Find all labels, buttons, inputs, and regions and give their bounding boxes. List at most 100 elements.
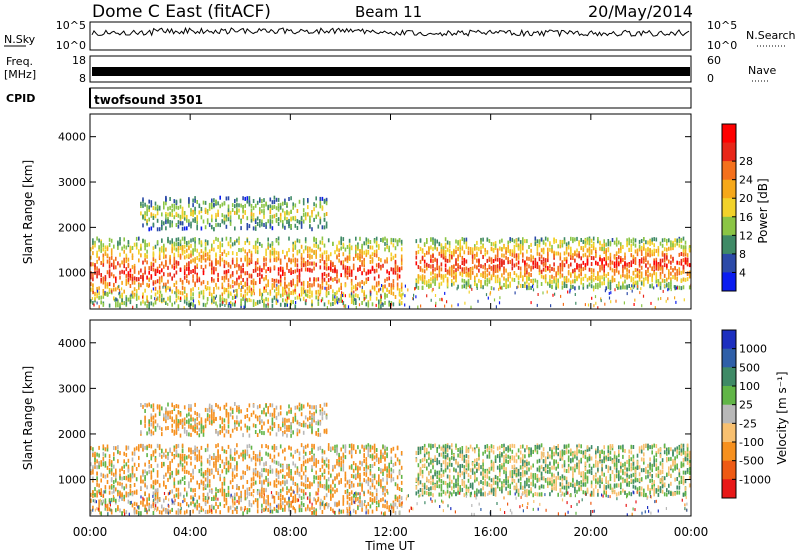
power-echo-cell [140, 283, 142, 288]
power-echo-cell [396, 276, 399, 281]
velocity-echo-cell [196, 448, 198, 453]
power-echo-cell [294, 223, 297, 228]
power-echo-cell [117, 285, 119, 290]
power-echo-cell [158, 251, 161, 256]
power-echo-cell [252, 299, 255, 304]
velocity-echo-cell [254, 472, 257, 477]
noise-sky-label: N.Sky [4, 33, 36, 46]
power-echo-cell [117, 303, 119, 308]
power-echo-cell [530, 248, 532, 253]
power-echo-cell [121, 298, 123, 303]
power-echo-cell [265, 297, 267, 302]
power-echo-cell [592, 273, 595, 277]
power-echo-cell [547, 247, 549, 252]
power-echo-cell [142, 299, 144, 304]
power-echo-cell [588, 241, 591, 246]
power-echo-cell [488, 279, 491, 284]
power-echo-cell [317, 301, 320, 306]
velocity-echo-cell [282, 495, 284, 499]
power-echo-cell [361, 288, 363, 293]
velocity-echo-cell [261, 444, 263, 449]
power-echo-cell [215, 282, 217, 287]
power-echo-cell [127, 257, 130, 262]
velocity-echo-cell [323, 468, 326, 473]
power-echo-cell [219, 223, 221, 228]
power-echo-cell [302, 212, 305, 217]
power-echo-cell [615, 256, 618, 261]
power-echo-cell [622, 258, 624, 262]
power-echo-cell [613, 271, 616, 276]
velocity-echo-cell [317, 488, 320, 492]
velocity-echo-cell [238, 500, 240, 505]
velocity-echo-cell [169, 490, 171, 495]
power-echo-cell [603, 243, 605, 248]
velocity-echo-cell [213, 461, 215, 466]
velocity-echo-cell [319, 445, 322, 450]
power-echo-cell [511, 261, 514, 266]
power-echo-cell [559, 256, 562, 261]
power-noise-cell [132, 305, 134, 309]
velocity-echo-cell [234, 492, 236, 497]
velocity-echo-cell [271, 445, 274, 450]
power-echo-cell [225, 224, 228, 229]
power-echo-cell [482, 264, 484, 269]
power-echo-cell [179, 199, 182, 204]
power-echo-cell [442, 249, 445, 254]
power-echo-cell [313, 217, 315, 222]
power-echo-cell [595, 247, 597, 252]
velocity-echo-cell [123, 486, 125, 491]
power-echo-cell [219, 249, 221, 253]
power-echo-cell [332, 277, 334, 282]
velocity-echo-cell [90, 446, 92, 451]
power-echo-cell [146, 303, 148, 308]
velocity-echo-cell [229, 505, 232, 510]
power-echo-cell [213, 270, 215, 275]
power-echo-cell [279, 274, 282, 279]
velocity-echo-cell [94, 458, 96, 462]
power-echo-cell [640, 257, 643, 262]
power-echo-cell [317, 244, 320, 249]
power-echo-cell [528, 286, 530, 291]
power-noise-cell [216, 286, 218, 290]
power-echo-cell [499, 277, 501, 282]
power-echo-cell [417, 274, 420, 279]
power-echo-cell [632, 254, 635, 259]
power-echo-cell [263, 203, 265, 208]
velocity-echo-cell [117, 449, 119, 454]
power-noise-cell [412, 297, 414, 300]
power-echo-cell [576, 265, 578, 270]
power-noise-cell [287, 296, 289, 300]
velocity-echo-cell [208, 488, 211, 493]
power-echo-cell [261, 203, 263, 208]
power-echo-cell [645, 276, 647, 281]
velocity-echo-cell [104, 489, 107, 494]
power-echo-cell [599, 264, 601, 269]
power-echo-cell [275, 294, 278, 299]
power-noise-cell [370, 291, 372, 294]
power-echo-cell [156, 266, 159, 271]
power-echo-cell [202, 268, 205, 273]
power-echo-cell [455, 268, 457, 273]
power-echo-cell [565, 242, 568, 247]
power-echo-cell [234, 281, 236, 286]
power-echo-cell [208, 222, 211, 227]
power-echo-cell [386, 259, 388, 264]
power-echo-cell [605, 273, 607, 278]
power-echo-cell [321, 254, 324, 259]
velocity-echo-cell [225, 461, 228, 466]
power-echo-cell [446, 247, 449, 252]
power-echo-cell [599, 275, 601, 280]
power-echo-cell [125, 295, 128, 300]
power-echo-cell [549, 268, 551, 273]
power-echo-cell [127, 273, 130, 278]
velocity-echo-cell [246, 480, 249, 484]
power-echo-cell [131, 280, 134, 285]
power-echo-cell [223, 259, 226, 264]
power-echo-cell [240, 220, 242, 224]
power-echo-cell [513, 239, 516, 244]
velocity-echo-cell [113, 456, 115, 461]
power-echo-cell [590, 249, 593, 254]
power-echo-cell [618, 270, 620, 275]
velocity-echo-cell [140, 475, 142, 480]
power-noise-cell [634, 298, 636, 302]
